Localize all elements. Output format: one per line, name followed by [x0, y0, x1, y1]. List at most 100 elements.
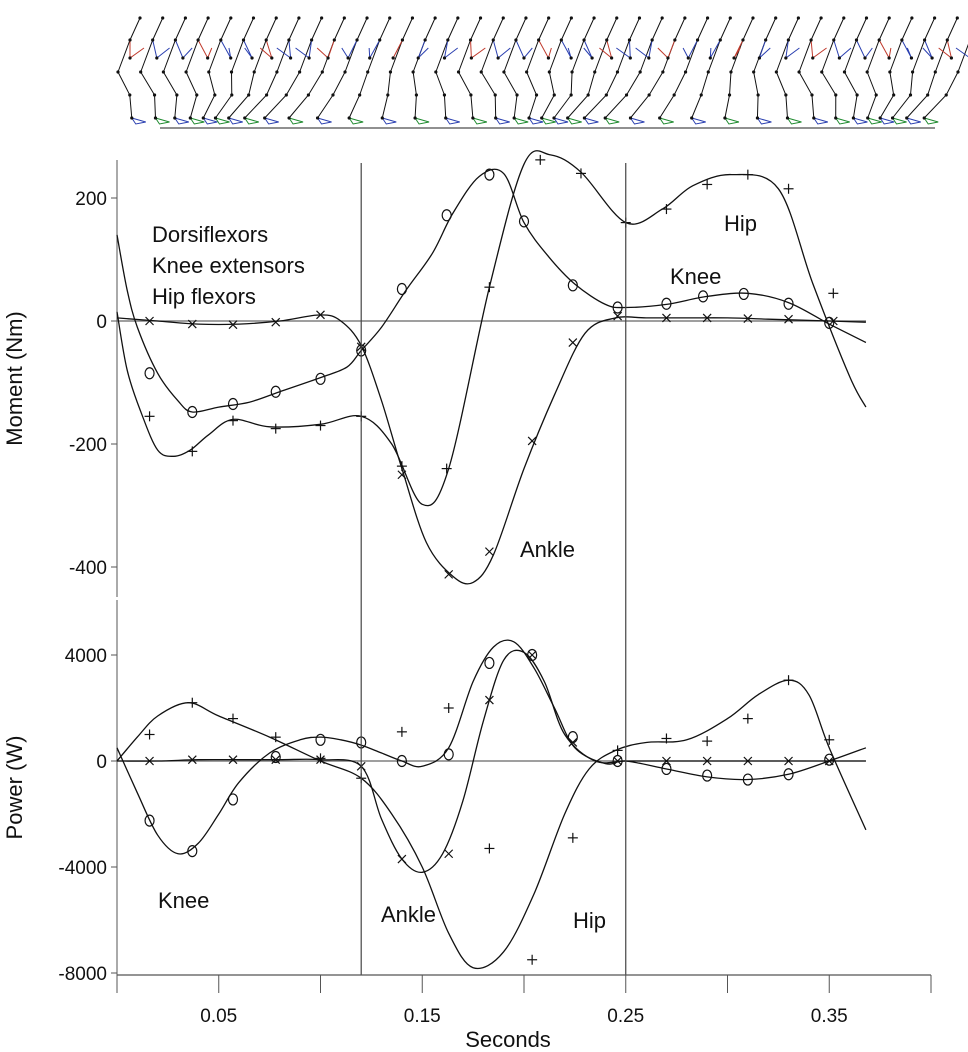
- annotation-knee-extensors: Knee extensors: [152, 253, 305, 278]
- stick-joint: [173, 38, 178, 42]
- stick-foot: [892, 117, 907, 125]
- annotation-hip: Hip: [724, 211, 757, 236]
- annotation-knee: Knee: [158, 888, 209, 913]
- stick-arm: [922, 39, 933, 59]
- data-point-ankle-d2: [316, 755, 325, 765]
- stick-arm: [259, 39, 273, 60]
- stick-leg: [821, 71, 837, 119]
- stick-joint: [690, 116, 694, 120]
- data-point-ankle-d2: [702, 756, 712, 766]
- stick-joint: [566, 116, 570, 120]
- stick-joint: [842, 16, 846, 20]
- data-point-ankle-d2: [613, 311, 623, 321]
- stick-foot: [724, 117, 740, 125]
- stick-joint: [866, 116, 870, 120]
- data-point-ankle: [484, 547, 494, 557]
- stick-joint: [593, 70, 597, 74]
- stick-joint: [502, 70, 506, 74]
- stick-trunk: [458, 17, 481, 73]
- stick-joint: [512, 116, 516, 120]
- stick-joint: [524, 16, 528, 20]
- stick-trunk: [753, 17, 777, 73]
- data-point-hip: [535, 154, 546, 165]
- data-point-ankle: [444, 569, 454, 579]
- data-point-ankle-d2: [187, 319, 197, 329]
- stick-joint: [647, 56, 651, 60]
- stick-joint: [496, 56, 500, 60]
- data-point-ankle-d2: [743, 314, 753, 323]
- stick-figure: [227, 16, 278, 125]
- data-point-knee-shape: [518, 215, 530, 228]
- data-point-ankle-d2: [702, 313, 712, 323]
- stick-joint: [944, 93, 948, 97]
- y-tick-label: 200: [75, 189, 107, 210]
- stick-foot: [604, 117, 620, 125]
- stick-joint: [666, 56, 670, 60]
- stick-trunk: [548, 17, 572, 73]
- stick-figure: [213, 16, 256, 125]
- stick-joint: [610, 56, 614, 60]
- stick-trunk: [367, 17, 391, 73]
- stick-joint: [251, 16, 256, 20]
- stick-joint: [310, 38, 314, 42]
- data-point-ankle-d2: [484, 695, 494, 705]
- stick-joint: [892, 93, 896, 97]
- stick-joint: [637, 16, 642, 20]
- stick-trunk: [912, 17, 936, 73]
- stick-joint: [229, 16, 233, 20]
- stick-figure: [243, 16, 301, 125]
- stick-foot: [155, 117, 170, 125]
- stick-figure: [658, 16, 710, 125]
- data-point-ankle: [613, 756, 623, 766]
- stick-joint: [155, 56, 159, 60]
- data-point-knee: [227, 793, 239, 806]
- data-point-ankle: [613, 311, 623, 321]
- stick-joint: [151, 38, 155, 42]
- stick-joint: [241, 38, 246, 42]
- stick-joint: [922, 116, 926, 120]
- stick-trunk: [821, 17, 845, 73]
- stick-joint: [230, 93, 234, 97]
- stick-trunk: [231, 17, 254, 73]
- stick-foot: [174, 117, 189, 125]
- data-point-knee-shape: [441, 209, 452, 222]
- stick-joint: [416, 56, 420, 60]
- data-point-knee-shape: [742, 773, 753, 786]
- y-tick-label: 0: [96, 752, 107, 773]
- y-tick-label: -4000: [58, 858, 107, 879]
- stick-trunk: [185, 17, 209, 73]
- stick-joint: [175, 93, 179, 97]
- stick-leg: [162, 71, 178, 119]
- stick-joint: [537, 38, 541, 42]
- data-point-knee-shape: [315, 372, 326, 385]
- stick-arm: [810, 39, 827, 59]
- stick-joint: [213, 116, 218, 120]
- series-line-hip: [116, 679, 867, 970]
- data-point-ankle: [145, 756, 154, 766]
- stick-joint: [287, 38, 291, 42]
- stick-joint: [152, 93, 157, 97]
- data-point-knee-shape: [270, 385, 281, 398]
- stick-joint: [586, 93, 590, 97]
- stick-joint: [414, 93, 419, 97]
- annotation-dorsiflexors: Dorsiflexors: [152, 222, 268, 247]
- stick-joint: [307, 56, 311, 60]
- stick-joint: [785, 116, 790, 120]
- stick-joint: [227, 116, 231, 120]
- stick-trunk: [571, 17, 595, 73]
- stick-arm: [492, 39, 511, 59]
- stick-joint: [410, 16, 415, 20]
- stick-joint: [559, 38, 563, 42]
- data-point-knee: [484, 168, 495, 181]
- data-point-ankle: [397, 470, 407, 480]
- stick-figure: [865, 16, 892, 125]
- stick-joint: [797, 70, 801, 74]
- stick-trunk: [934, 17, 958, 73]
- stick-joint: [834, 116, 838, 120]
- data-point-hip: [783, 183, 794, 194]
- data-point-hip: [270, 732, 281, 743]
- stick-joint: [264, 38, 268, 42]
- time-axis: 0.05 0.15 0.25 0.35 Seconds: [116, 163, 932, 1052]
- data-point-ankle-d2: [828, 316, 838, 326]
